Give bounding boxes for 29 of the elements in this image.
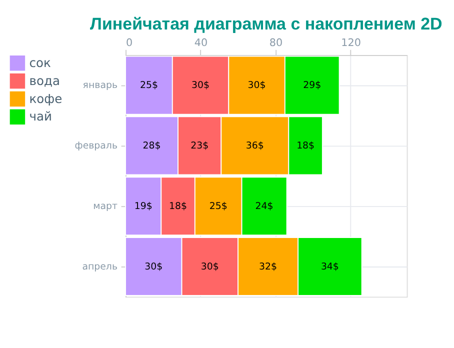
x-tick-label: 80: [269, 37, 283, 50]
x-tick-label: 120: [341, 37, 361, 50]
data-label: 18$: [296, 140, 315, 152]
data-label: 23$: [190, 140, 209, 152]
data-label: 36$: [246, 140, 264, 152]
data-label: 30$: [248, 80, 266, 92]
chart-title: Линейчатая диаграмма с накоплением 2D: [90, 14, 442, 34]
y-tick-label: апрель: [82, 261, 118, 272]
legend-label: кофе: [29, 92, 62, 106]
data-label: 32$: [259, 261, 278, 272]
data-label: 18$: [169, 200, 188, 212]
legend-label: сок: [29, 56, 51, 70]
data-label: 24$: [255, 200, 274, 212]
data-label: 30$: [144, 261, 163, 272]
y-tick-label: февраль: [74, 140, 118, 152]
x-tick-label: 0: [126, 37, 133, 50]
data-label: 25$: [209, 200, 228, 212]
data-label: 34$: [320, 261, 339, 272]
data-label: 30$: [200, 261, 219, 272]
data-label: 29$: [303, 80, 322, 92]
y-tick-label: январь: [82, 80, 118, 92]
data-label: 28$: [142, 140, 161, 152]
data-label: 19$: [134, 200, 152, 212]
legend-label: чай: [29, 110, 52, 124]
data-label: 25$: [140, 80, 158, 92]
data-label: 30$: [192, 80, 210, 92]
y-tick-label: март: [93, 200, 118, 212]
legend-label: вода: [29, 74, 60, 88]
x-tick-label: 40: [194, 37, 208, 50]
